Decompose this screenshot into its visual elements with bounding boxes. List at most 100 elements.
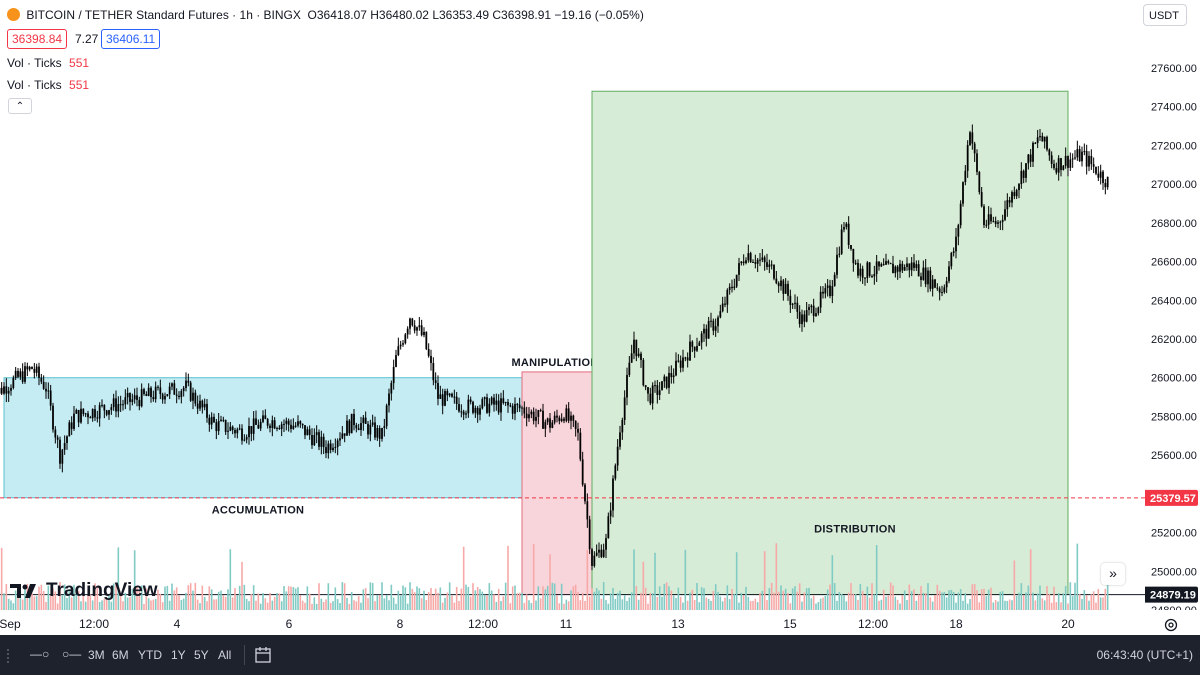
zoom-in-slider-icon[interactable]: ○— — [62, 647, 82, 661]
candle-body — [203, 403, 206, 408]
candle-body — [154, 386, 157, 400]
candle-body — [873, 273, 876, 277]
candle-body — [1020, 170, 1023, 185]
chart-pane[interactable]: ACCUMULATION MANIPULATION DISTRIBUTION — [0, 0, 1145, 610]
collapse-legend-button[interactable]: ⌃ — [8, 98, 32, 114]
volume-bar — [273, 596, 276, 610]
candle-body — [565, 408, 568, 421]
volume-bar — [269, 592, 271, 610]
volume-bar — [525, 594, 528, 610]
candle-body — [1011, 192, 1013, 203]
zoom-out-slider-icon[interactable]: —○ — [30, 647, 50, 661]
volume-bar — [943, 592, 946, 610]
candle-body — [481, 399, 484, 409]
volume-bar — [68, 589, 71, 610]
bottom-toolbar: —○ ○— 3M 6M YTD 1Y 5Y All 06:43:40 (UTC+… — [0, 635, 1200, 675]
volume-bar — [194, 582, 197, 610]
candle-body — [1006, 200, 1009, 210]
volume-bar — [474, 590, 477, 610]
candle-body — [164, 396, 166, 400]
calendar-goto-icon[interactable] — [254, 646, 272, 664]
candle-body — [943, 287, 946, 293]
candle-body — [777, 283, 780, 287]
volume-bar — [707, 599, 710, 610]
volume-bar — [756, 602, 759, 610]
candle-body — [493, 397, 495, 405]
range-6m-button[interactable]: 6M — [112, 648, 129, 662]
scroll-to-realtime-button[interactable]: » — [1101, 563, 1125, 585]
range-3m-button[interactable]: 3M — [88, 648, 105, 662]
volume-bar — [395, 603, 397, 610]
volume-bar — [649, 593, 652, 610]
indicator-volume-1[interactable]: Vol · Ticks 551 — [7, 56, 89, 70]
volume-bar — [735, 552, 738, 610]
volume-bar — [546, 585, 549, 610]
currency-select[interactable]: USDT — [1143, 4, 1187, 26]
volume-bar — [224, 596, 227, 610]
volume-bar — [255, 600, 257, 610]
volume-bar — [455, 586, 458, 610]
tradingview-logo[interactable]: TradingView — [10, 580, 158, 602]
volume-bar — [798, 583, 801, 610]
volume-bar — [754, 598, 757, 610]
candle-body — [215, 422, 218, 432]
candle-body — [913, 262, 915, 268]
volume-bar — [558, 603, 561, 610]
volume-bar — [292, 587, 295, 610]
symbol-legend[interactable]: BITCOIN / TETHER Standard Futures · 1h ·… — [7, 8, 644, 22]
candle-body — [1104, 183, 1107, 188]
range-ytd-button[interactable]: YTD — [138, 648, 162, 662]
candle-body — [1092, 164, 1095, 167]
candle-body — [378, 428, 381, 439]
price-tick-label: 26800.00 — [1151, 218, 1197, 230]
price-chart[interactable]: ACCUMULATION MANIPULATION DISTRIBUTION — [0, 0, 1145, 610]
volume-bar — [439, 587, 442, 610]
candle-body — [411, 318, 414, 326]
candle-body — [262, 415, 264, 422]
candle-body — [714, 326, 717, 331]
volume-bar — [145, 588, 148, 610]
volume-bar — [175, 587, 178, 610]
candle-body — [119, 404, 122, 406]
range-all-button[interactable]: All — [218, 648, 232, 662]
range-5y-button[interactable]: 5Y — [194, 648, 209, 662]
candle-body — [311, 435, 313, 446]
volume-bar — [178, 595, 180, 610]
candle-body — [497, 400, 500, 413]
time-axis[interactable]: Sep 12:00 4 6 8 12:00 11 13 15 12:00 18 20 — [0, 613, 1200, 635]
volume-bar — [164, 586, 166, 610]
candle-body — [511, 405, 514, 414]
candles — [0, 124, 1109, 571]
candle-body — [1046, 136, 1048, 150]
volume-bar — [1062, 593, 1065, 610]
volume-bar — [1097, 589, 1100, 610]
volume-bar — [465, 584, 467, 610]
candle-body — [1090, 155, 1093, 165]
bid-price-box[interactable]: 36398.84 — [7, 29, 68, 49]
volume-bar — [245, 598, 248, 610]
volume-bar — [1104, 588, 1107, 610]
logo-text: TradingView — [46, 580, 158, 601]
range-1y-button[interactable]: 1Y — [171, 648, 186, 662]
volume-bar — [278, 593, 281, 610]
volume-bar — [420, 598, 423, 610]
candle-body — [1074, 157, 1076, 159]
volume-bar — [334, 587, 337, 610]
indicator-value: 551 — [69, 56, 90, 70]
clock-timezone[interactable]: 06:43:40 (UTC+1) — [1096, 648, 1193, 662]
volume-bar — [850, 582, 852, 610]
volume-bar — [516, 593, 519, 610]
candle-body — [38, 366, 40, 378]
volume-bar — [936, 584, 939, 610]
indicator-volume-2[interactable]: Vol · Ticks 551 — [7, 78, 89, 92]
volume-bar — [775, 543, 778, 610]
ask-price-box[interactable]: 36406.11 — [101, 29, 161, 49]
candle-body — [474, 407, 477, 413]
candle-body — [241, 428, 243, 441]
candle-body — [707, 320, 710, 339]
candle-body — [91, 409, 94, 419]
price-axis[interactable]: 24800.0025000.0025200.0025400.0025600.00… — [1145, 0, 1200, 610]
gear-icon[interactable] — [1163, 617, 1179, 633]
volume-bar — [355, 601, 358, 610]
volume-bar — [658, 586, 661, 610]
